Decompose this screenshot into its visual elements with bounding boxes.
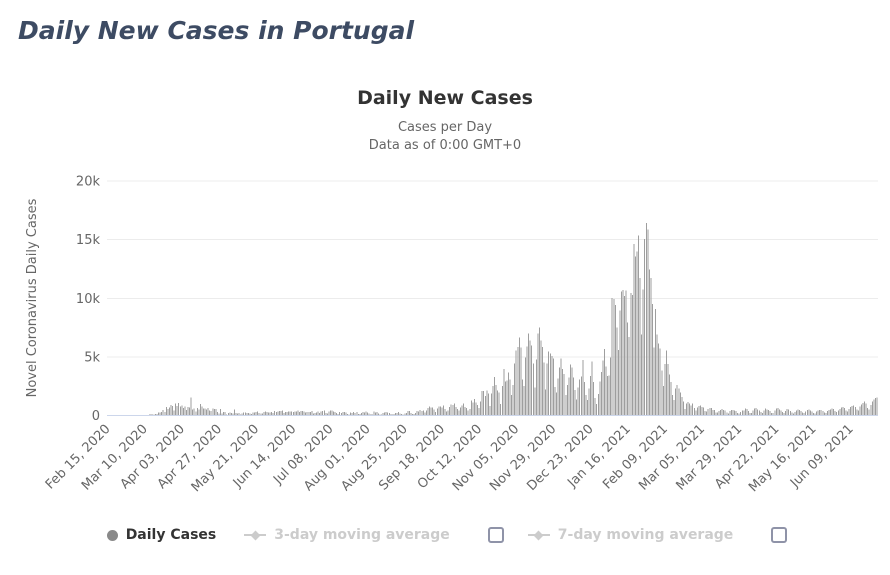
legend-label-daily-cases: Daily Cases xyxy=(125,527,217,543)
daily-cases-chart: Daily New Cases Cases per Day Data as of… xyxy=(0,87,890,543)
chart-subtitle-line1: Cases per Day xyxy=(397,120,493,135)
svg-text:10k: 10k xyxy=(76,292,101,307)
chart-legend: Daily Cases 3-day moving average 7-day m… xyxy=(0,527,890,543)
legend-item-3day-moving-average[interactable]: 3-day moving average xyxy=(244,527,450,543)
svg-text:Apr 03, 2020: Apr 03, 2020 xyxy=(118,422,188,492)
svg-text:Apr 27, 2020: Apr 27, 2020 xyxy=(155,422,225,492)
chart-plot-svg[interactable]: Novel Coronavirus Daily Cases Feb 15, 20… xyxy=(0,161,890,523)
chart-title: Daily New Cases xyxy=(357,87,533,109)
legend-label-7day-moving-average: 7-day moving average xyxy=(557,527,734,543)
chart-yticks: 0 5k 10k 15k 20k xyxy=(76,175,101,425)
7day-moving-average-checkbox[interactable] xyxy=(771,527,788,543)
legend-item-daily-cases[interactable]: Daily Cases xyxy=(106,527,217,543)
svg-text:Feb 09, 2021: Feb 09, 2021 xyxy=(600,422,671,493)
svg-text:Mar 05, 2021: Mar 05, 2021 xyxy=(636,422,708,494)
svg-text:0: 0 xyxy=(92,409,100,424)
svg-text:15k: 15k xyxy=(76,233,101,248)
y-axis-title: Novel Coronavirus Daily Cases xyxy=(25,198,40,397)
svg-text:5k: 5k xyxy=(84,350,100,365)
chart-subtitle-line2: Data as of 0:00 GMT+0 xyxy=(368,138,522,153)
svg-text:Oct 12, 2020: Oct 12, 2020 xyxy=(415,422,485,492)
3day-moving-average-marker-icon xyxy=(244,530,267,540)
svg-text:Sep 18, 2020: Sep 18, 2020 xyxy=(376,422,448,494)
legend-item-7day-moving-average[interactable]: 7-day moving average xyxy=(527,527,734,543)
svg-text:Mar 29, 2021: Mar 29, 2021 xyxy=(673,422,745,494)
chart-bars xyxy=(131,222,878,416)
svg-text:Feb 15, 2020: Feb 15, 2020 xyxy=(43,422,114,493)
chart-subtitle: Cases per Day Data as of 0:00 GMT+0 xyxy=(0,119,890,155)
svg-text:20k: 20k xyxy=(76,175,101,190)
daily-cases-marker-icon xyxy=(106,529,118,541)
chart-grid xyxy=(107,180,878,358)
svg-text:Apr 22, 2021: Apr 22, 2021 xyxy=(712,422,782,492)
3day-moving-average-checkbox[interactable] xyxy=(487,527,504,543)
7day-moving-average-marker-icon xyxy=(527,530,550,540)
legend-label-3day-moving-average: 3-day moving average xyxy=(274,527,450,543)
svg-text:Mar 10, 2020: Mar 10, 2020 xyxy=(79,422,151,494)
page-title: Daily New Cases in Portugal xyxy=(18,16,415,45)
